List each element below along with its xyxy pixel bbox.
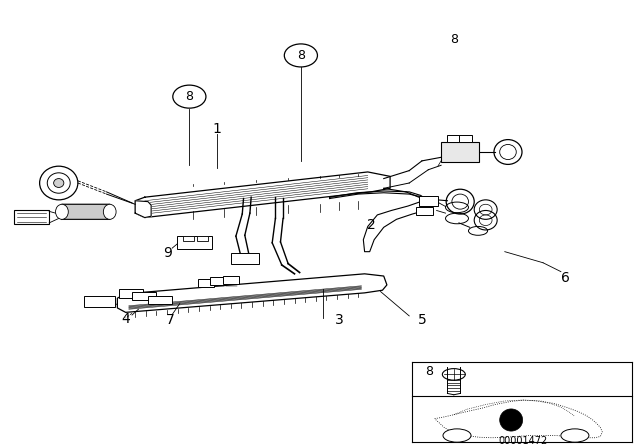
Polygon shape <box>135 172 390 218</box>
FancyBboxPatch shape <box>223 276 239 284</box>
Polygon shape <box>330 191 435 252</box>
Polygon shape <box>59 204 113 220</box>
FancyBboxPatch shape <box>441 142 479 162</box>
Text: 7: 7 <box>166 313 175 327</box>
Ellipse shape <box>103 204 116 220</box>
FancyBboxPatch shape <box>419 196 438 206</box>
Polygon shape <box>135 201 151 218</box>
Ellipse shape <box>561 429 589 442</box>
Text: 5: 5 <box>417 313 426 327</box>
Text: 8: 8 <box>450 33 458 46</box>
FancyBboxPatch shape <box>148 296 172 303</box>
Ellipse shape <box>54 179 64 187</box>
Ellipse shape <box>443 429 471 442</box>
Text: 8: 8 <box>186 90 193 103</box>
FancyBboxPatch shape <box>14 211 49 224</box>
Text: 8: 8 <box>426 365 434 378</box>
FancyBboxPatch shape <box>211 277 227 285</box>
Text: 2: 2 <box>367 218 375 232</box>
FancyBboxPatch shape <box>84 296 115 307</box>
FancyBboxPatch shape <box>231 253 259 263</box>
Text: 00001472: 00001472 <box>498 436 547 446</box>
FancyBboxPatch shape <box>132 293 156 301</box>
FancyBboxPatch shape <box>415 207 433 215</box>
Text: 1: 1 <box>212 121 221 136</box>
FancyBboxPatch shape <box>177 236 212 250</box>
Ellipse shape <box>56 204 68 220</box>
FancyBboxPatch shape <box>459 135 472 142</box>
Text: 3: 3 <box>335 313 344 327</box>
Text: 9: 9 <box>163 246 172 260</box>
FancyBboxPatch shape <box>183 236 195 241</box>
Ellipse shape <box>500 409 523 431</box>
FancyBboxPatch shape <box>197 236 209 241</box>
Text: 4: 4 <box>121 312 130 327</box>
Text: 8: 8 <box>297 49 305 62</box>
Text: 6: 6 <box>561 271 570 285</box>
FancyBboxPatch shape <box>198 279 214 287</box>
FancyBboxPatch shape <box>119 289 143 298</box>
Polygon shape <box>117 274 387 312</box>
FancyBboxPatch shape <box>447 135 460 142</box>
